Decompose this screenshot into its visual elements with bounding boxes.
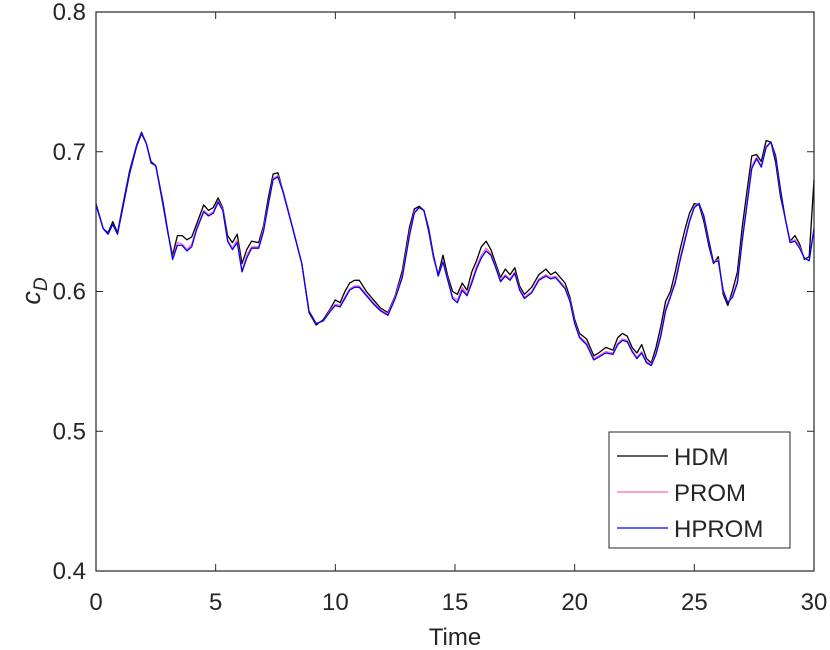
x-tick-label: 15 [442, 589, 469, 616]
y-tick-label: 0.4 [53, 558, 86, 585]
svg-text:cD: cD [16, 277, 52, 305]
legend-label-hprom: HPROM [674, 516, 763, 543]
legend-label-hdm: HDM [674, 444, 729, 471]
legend-box [608, 431, 791, 549]
x-tick-label: 25 [681, 589, 708, 616]
x-axis: 0 5 10 15 20 25 30 [89, 12, 827, 616]
series-line-hdm [95, 131, 815, 364]
y-tick-label: 0.6 [53, 279, 86, 306]
series-layer [95, 131, 815, 367]
y-axis-label-main: c [16, 291, 46, 305]
series-line-hprom [95, 132, 815, 367]
y-axis-label: cD [16, 277, 52, 305]
legend-label-prom: PROM [674, 480, 746, 507]
x-tick-label: 20 [561, 589, 588, 616]
x-tick-label: 10 [322, 589, 349, 616]
x-axis-label: Time [429, 624, 481, 650]
legend: HDM PROM HPROM [608, 431, 791, 549]
y-tick-label: 0.5 [53, 418, 86, 445]
y-tick-label: 0.7 [53, 139, 86, 166]
y-axis-label-subscript: D [31, 277, 52, 291]
x-tick-label: 5 [209, 589, 222, 616]
y-tick-label: 0.8 [53, 0, 86, 26]
x-tick-label: 30 [801, 589, 828, 616]
y-axis: 0.4 0.5 0.6 0.7 0.8 [53, 0, 814, 585]
x-tick-label: 0 [89, 589, 102, 616]
